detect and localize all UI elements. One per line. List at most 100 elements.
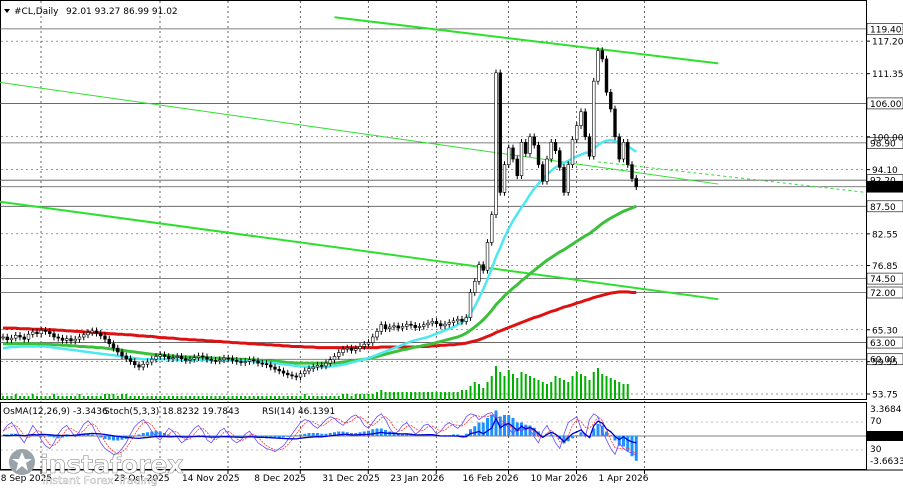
volume-bars: [2, 366, 629, 400]
osma-bar: [469, 429, 472, 436]
osma-bar: [239, 436, 243, 437]
candle-body: [116, 347, 120, 353]
volume-bar: [201, 396, 204, 400]
volume-bar: [575, 372, 578, 400]
candle-body: [575, 125, 579, 140]
candle-body: [519, 142, 524, 177]
volume-bar: [257, 396, 259, 400]
candle-body: [286, 372, 290, 376]
osma-bar: [405, 433, 409, 436]
date-label: 23 Oct 2025: [114, 474, 170, 484]
osma-bar: [490, 415, 494, 436]
volume-bar: [65, 396, 68, 400]
osma-bar: [116, 436, 120, 441]
candle-body: [541, 164, 545, 182]
channel-line-upper: [334, 16, 719, 65]
osma-bar: [579, 432, 583, 436]
candle-body: [634, 178, 638, 188]
volume-bar: [223, 396, 225, 400]
volume-bar: [473, 382, 476, 400]
candle-body: [558, 150, 562, 168]
candle-body: [477, 264, 481, 282]
logo-wordmark: instaforex: [40, 450, 184, 479]
candle-body: [273, 366, 277, 370]
candle-body: [451, 320, 456, 323]
volume-bar: [308, 396, 310, 400]
candle-body: [69, 338, 73, 342]
volume-bar: [410, 392, 412, 400]
volume-bar: [104, 394, 106, 400]
volume-bar: [193, 396, 196, 400]
candle-body: [349, 347, 354, 351]
volume-bar: [146, 396, 149, 400]
volume-bar: [159, 396, 162, 400]
price-tick-label: 53.75: [872, 391, 898, 401]
osma-bar: [452, 434, 455, 436]
candle-body: [426, 322, 430, 326]
volume-bar: [461, 390, 463, 400]
candle-body: [256, 360, 260, 364]
price-level-tag: [866, 336, 903, 349]
osma-bar: [158, 431, 162, 436]
candle-body: [205, 356, 209, 360]
volume-bar: [125, 394, 128, 400]
candle-body: [324, 362, 328, 367]
volume-bar: [197, 396, 200, 400]
candle-body: [596, 50, 600, 82]
osma-bar: [460, 435, 464, 436]
volume-bar: [405, 392, 408, 400]
candle-body: [613, 108, 617, 138]
candle-body: [383, 324, 388, 329]
candle-body: [48, 331, 52, 334]
price-tick-label: 59.55: [872, 358, 898, 368]
volume-bar: [388, 392, 391, 400]
channel-line-mid_thin: [0, 81, 719, 185]
date-label: 8 Dec 2025: [254, 474, 306, 484]
osma-bar: [324, 433, 328, 436]
osma-bar: [464, 433, 468, 436]
candle-body: [345, 347, 349, 350]
candle-body: [375, 331, 379, 338]
volume-bar: [418, 392, 421, 400]
candle-body: [626, 142, 630, 165]
volume-bar: [2, 396, 4, 400]
osma-bar: [86, 433, 90, 436]
date-label: 18 Sep 2025: [0, 474, 52, 484]
volume-bar: [333, 396, 336, 400]
candle-body: [218, 359, 222, 362]
osma-bar: [362, 431, 366, 436]
candle-body: [31, 331, 35, 335]
candle-body: [77, 336, 82, 340]
volume-bar: [350, 396, 353, 400]
osma-bar: [571, 436, 574, 439]
dropdown-triangle-icon[interactable]: [4, 9, 10, 13]
volume-bar: [227, 396, 230, 400]
candle-body: [145, 361, 150, 365]
candle-body: [103, 335, 107, 340]
candle-body: [243, 361, 247, 363]
osma-bar: [316, 433, 319, 436]
symbol-label: #CL,Daily: [14, 7, 59, 17]
price-level-label: 72.00: [870, 289, 896, 299]
moving-averages: [2, 138, 637, 369]
candle-body: [192, 357, 196, 360]
osma-bar: [197, 435, 200, 436]
candle-body: [39, 330, 43, 334]
candle-body: [52, 333, 56, 338]
ohlc-label: 92.01 93.27 86.99 91.02: [66, 7, 178, 17]
price-level-label: 98.90: [870, 139, 896, 149]
candle-body: [464, 317, 468, 322]
candle-body: [18, 335, 22, 338]
volume-bar: [380, 390, 383, 400]
osma-bar: [61, 436, 64, 438]
candle-body: [439, 323, 443, 327]
osma-bar: [137, 434, 141, 436]
candle-body: [422, 324, 426, 327]
price-level-tag: [866, 137, 903, 149]
volume-bar: [184, 396, 187, 400]
volume-bar: [57, 396, 60, 400]
volume-bar: [401, 392, 404, 400]
osma-bar: [596, 424, 600, 436]
osma-bar: [48, 436, 52, 437]
volume-bar: [180, 396, 183, 400]
